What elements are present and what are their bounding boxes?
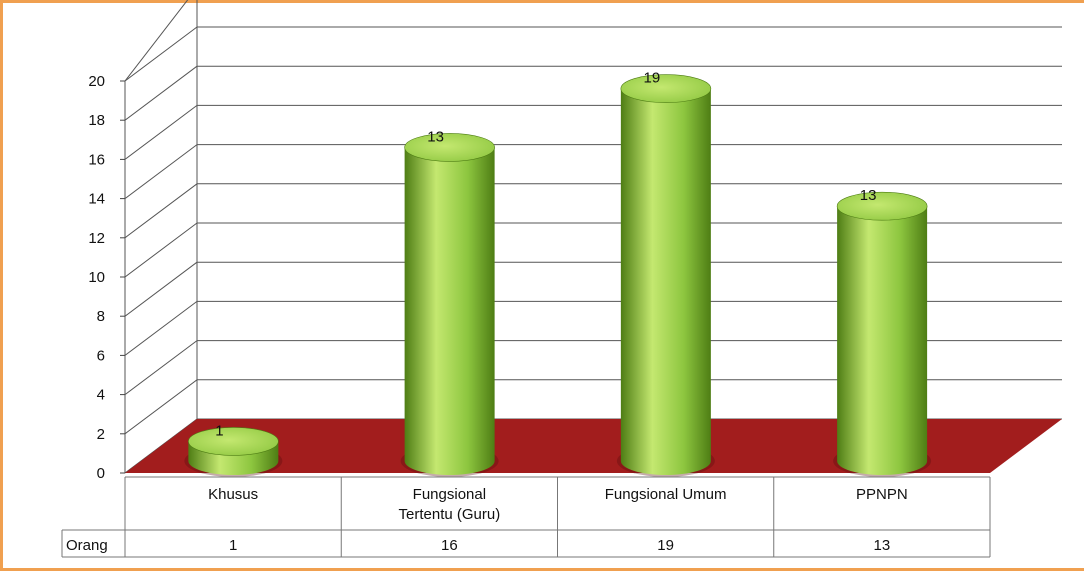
gridline-diagonal	[124, 0, 189, 82]
bar-body	[620, 88, 711, 476]
gridline-diagonal	[124, 26, 198, 82]
gridline-diagonal	[124, 261, 198, 317]
gridline-diagonal	[124, 340, 198, 396]
gridline-diagonal	[124, 300, 198, 356]
y-tick-label: 18	[88, 112, 105, 129]
gridline-diagonal	[124, 105, 198, 160]
category-label: Tertentu (Guru)	[399, 506, 501, 523]
table-value: 13	[874, 537, 891, 554]
data-table: Orang Khusus 1 Fungsional Tertentu (Guru) 16 F…	[61, 476, 991, 558]
bar-cylinder	[616, 74, 715, 477]
y-tick-label: 0	[97, 465, 105, 482]
gridline-diagonal	[124, 379, 198, 435]
category-label: Fungsional	[413, 486, 486, 503]
data-label: 19	[644, 70, 661, 87]
data-label: 13	[860, 187, 877, 204]
bar-body	[837, 206, 928, 476]
gridline-diagonal	[124, 222, 198, 278]
gridline-diagonal	[124, 65, 198, 121]
bar-top	[404, 133, 495, 162]
table-value: 16	[441, 537, 458, 554]
bar-top	[188, 427, 279, 456]
y-tick-label: 20	[88, 73, 105, 90]
bar-cylinder	[184, 427, 283, 477]
data-label: 1	[215, 422, 223, 439]
series-name-label: Orang	[66, 537, 108, 554]
y-tick-label: 6	[97, 347, 105, 364]
y-tick-label: 2	[97, 426, 105, 443]
data-label: 13	[427, 128, 444, 145]
category-label: PPNPN	[856, 486, 908, 503]
y-tick-label: 8	[97, 308, 105, 325]
bar-top	[836, 191, 928, 221]
chart-floor	[125, 419, 1062, 473]
gridline-diagonal	[124, 144, 198, 200]
table-value: 1	[229, 537, 237, 554]
y-tick-label: 12	[88, 230, 105, 247]
y-tick-label: 14	[88, 191, 105, 208]
bar-cylinder	[833, 191, 932, 477]
table-value: 19	[657, 537, 674, 554]
y-tick-label: 10	[88, 269, 105, 286]
y-tick-label: 4	[97, 387, 105, 404]
category-label: Fungsional Umum	[605, 486, 727, 503]
category-label: Khusus	[208, 486, 258, 503]
gridline-diagonal	[124, 183, 198, 239]
y-tick-label: 16	[88, 151, 105, 168]
bar-body	[404, 147, 495, 476]
bar-cylinder	[400, 133, 499, 477]
bar-top	[620, 74, 712, 103]
